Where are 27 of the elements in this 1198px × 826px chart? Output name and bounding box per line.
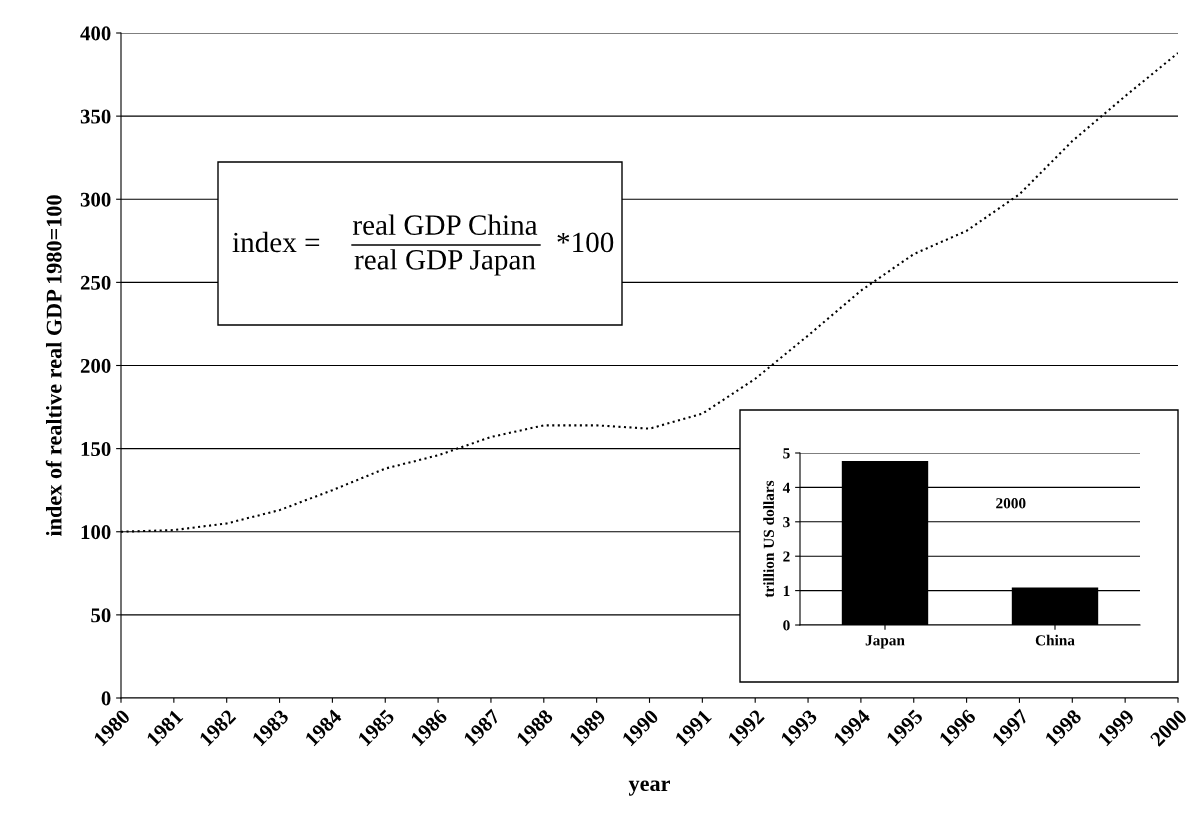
y-axis-title: trillion US dollars — [763, 480, 774, 598]
y-axis-title: index of realtive real GDP 1980=100 — [45, 195, 62, 537]
y-tick-label: 200 — [80, 358, 111, 373]
y-tick-label: 1 — [783, 585, 790, 596]
y-tick-label: 150 — [81, 442, 111, 457]
y-tick-label: 250 — [80, 275, 111, 290]
y-tick-label: 0 — [783, 620, 790, 631]
annotation: 2000 — [996, 498, 1026, 509]
y-tick-label: 400 — [80, 26, 111, 41]
y-tick-label: 100 — [81, 525, 111, 540]
x-tick-label: Japan — [865, 635, 905, 649]
y-tick-label: 350 — [80, 109, 111, 124]
y-tick-label: 300 — [80, 192, 111, 207]
annotation: real GDP China — [352, 214, 538, 235]
x-tick-label: 1981 — [145, 708, 184, 747]
y-tick-label: 3 — [783, 516, 790, 528]
y-tick-label: 0 — [101, 691, 111, 706]
x-tick-label: China — [1035, 634, 1075, 646]
y-tick-label: 2 — [783, 551, 790, 562]
y-tick-label: 5 — [783, 448, 790, 459]
annotation: index = — [232, 231, 320, 253]
y-tick-label: 50 — [91, 608, 111, 623]
x-tick-label: 1991 — [674, 708, 712, 747]
x-axis-title: year — [628, 780, 670, 796]
y-tick-label: 4 — [782, 482, 790, 493]
annotation: *100 — [557, 232, 614, 253]
annotation: real GDP Japan — [354, 249, 536, 276]
